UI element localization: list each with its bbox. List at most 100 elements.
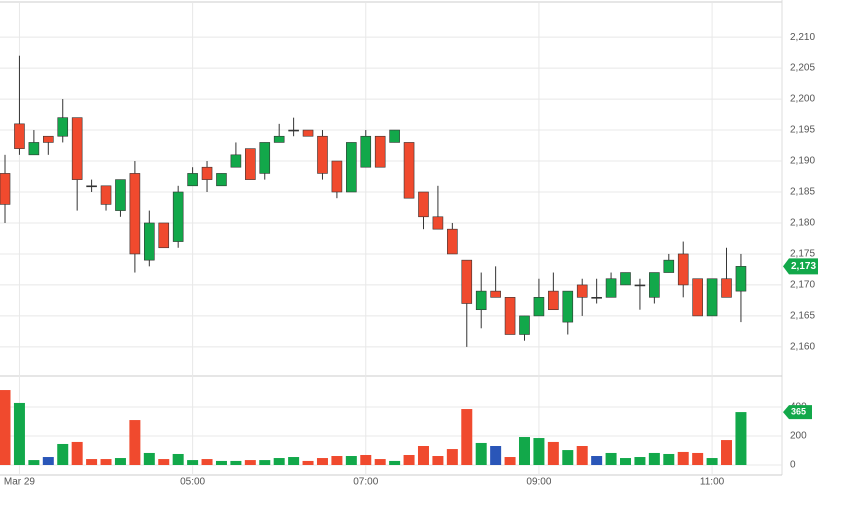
candle-body xyxy=(721,278,732,298)
candle-body xyxy=(28,142,40,156)
y-tick-label: 2,170 xyxy=(790,280,815,291)
last-volume-badge xyxy=(783,405,812,420)
volume-bar xyxy=(417,446,429,465)
candle-body xyxy=(216,173,227,187)
candle-body xyxy=(649,272,660,298)
volume-bar xyxy=(374,459,386,465)
volume-bar xyxy=(114,458,126,465)
volume-bar xyxy=(28,460,40,465)
x-tick-label: 11:00 xyxy=(700,477,725,488)
last-price-label: 2,173 xyxy=(791,261,816,272)
y-tick-label: 2,180 xyxy=(790,218,815,229)
candle-body xyxy=(230,154,242,168)
candle-body xyxy=(735,266,747,292)
candle-body xyxy=(71,117,83,180)
volume-bar xyxy=(518,437,530,465)
volume-bar xyxy=(591,456,603,465)
volume-bar xyxy=(259,460,271,465)
candle-body xyxy=(144,222,155,261)
volume-bar xyxy=(547,441,559,465)
volume-bar xyxy=(13,402,25,465)
candle-body xyxy=(172,191,184,242)
volume-bar xyxy=(634,457,646,465)
candle-body xyxy=(562,290,574,323)
candle-body xyxy=(576,284,588,298)
last-price-badge xyxy=(783,258,818,275)
candle-body xyxy=(187,173,198,187)
volume-bar xyxy=(331,456,343,465)
volume-bar xyxy=(576,446,588,465)
candle-body xyxy=(0,173,11,205)
candle-body xyxy=(663,259,675,273)
candle-body xyxy=(273,135,285,143)
volume-bar xyxy=(648,452,660,465)
y-tick-label: 0 xyxy=(790,460,796,471)
candle-body xyxy=(360,135,372,168)
volume-bar xyxy=(432,456,444,465)
volume-bar xyxy=(201,459,213,465)
candle-body xyxy=(475,290,487,311)
volume-bar xyxy=(215,460,227,465)
volume-bar xyxy=(129,420,141,465)
y-tick-label: 2,200 xyxy=(790,94,815,105)
candle-body xyxy=(14,123,25,149)
candle-body xyxy=(259,142,271,174)
candle-body xyxy=(86,185,97,188)
volume-bar xyxy=(663,453,675,465)
candle-body xyxy=(591,297,602,299)
candle-body xyxy=(634,284,646,287)
volume-bar xyxy=(446,449,458,465)
y-tick-label: 2,175 xyxy=(790,249,815,260)
volume-bar xyxy=(57,443,69,465)
candle-body xyxy=(331,160,343,193)
candle-body xyxy=(389,129,400,143)
volume-bar xyxy=(71,441,83,465)
volume-bar xyxy=(302,460,314,465)
volume-bar xyxy=(316,458,328,465)
x-tick-label: 07:00 xyxy=(353,477,378,488)
volume-bar xyxy=(677,451,689,465)
y-tick-label: 2,160 xyxy=(790,342,815,353)
volume-bar xyxy=(187,460,199,465)
candle-body xyxy=(201,166,213,180)
volume-bar xyxy=(288,457,300,465)
candle-body xyxy=(447,228,458,255)
candle-body xyxy=(418,191,429,218)
candle-body xyxy=(504,297,516,335)
volume-bar xyxy=(490,446,502,465)
candle-body xyxy=(100,185,112,205)
candle-body xyxy=(57,117,69,137)
volume-bar xyxy=(692,452,704,465)
candle-body xyxy=(245,148,256,180)
x-tick-label: 09:00 xyxy=(526,477,551,488)
candle-body xyxy=(519,315,530,335)
volume-bar xyxy=(475,442,487,465)
y-tick-label: 2,205 xyxy=(790,63,815,74)
volume-bar xyxy=(403,454,415,465)
candle-body xyxy=(490,290,501,298)
volume-bar xyxy=(42,457,54,465)
candle-body xyxy=(677,253,689,286)
x-tick-label: 05:00 xyxy=(180,477,205,488)
volume-bar xyxy=(533,438,545,465)
candle-body xyxy=(115,179,126,211)
y-tick-label: 2,185 xyxy=(790,187,815,198)
y-tick-label: 2,190 xyxy=(790,156,815,167)
candle-body xyxy=(302,129,314,137)
volume-bar xyxy=(735,412,747,465)
volume-bar xyxy=(461,409,473,465)
volume-bar xyxy=(143,452,155,465)
last-volume-label: 365 xyxy=(791,406,806,416)
candle-body xyxy=(548,290,559,311)
candle-body xyxy=(346,142,357,193)
volume-bar xyxy=(273,458,285,465)
candle-body xyxy=(129,173,141,255)
volume-bar xyxy=(605,452,617,465)
volume-bar xyxy=(172,453,184,465)
candle-body xyxy=(43,135,54,143)
candle-body xyxy=(317,135,328,174)
volume-bar xyxy=(158,459,170,465)
volume-bar xyxy=(345,456,357,465)
volume-bar xyxy=(86,459,98,465)
